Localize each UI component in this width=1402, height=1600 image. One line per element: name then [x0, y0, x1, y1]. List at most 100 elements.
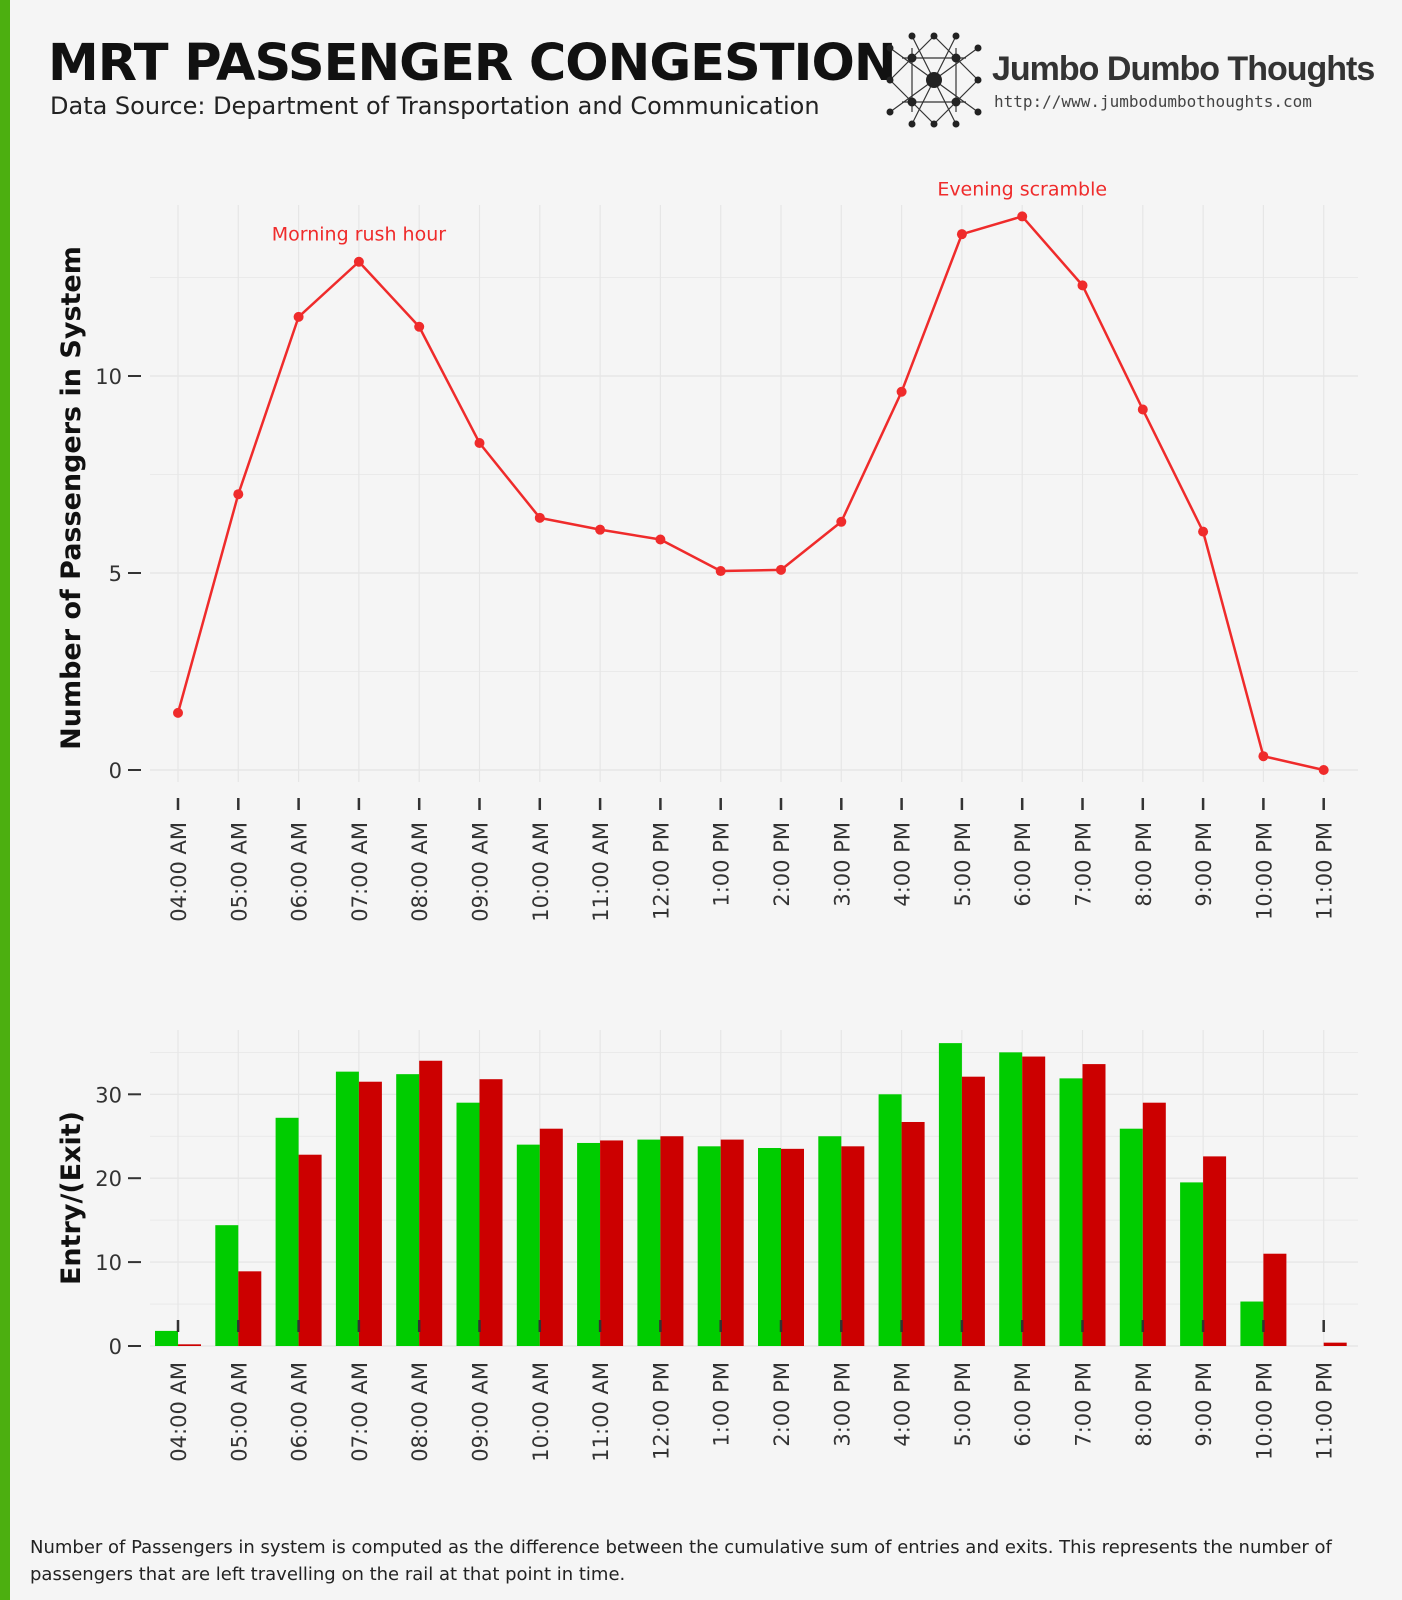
entry-bar [938, 1043, 962, 1346]
y-tick-label: 20 [95, 1167, 122, 1191]
data-point [1318, 765, 1329, 775]
entry-bar [396, 1074, 420, 1346]
exit-bar [841, 1146, 865, 1346]
data-point [595, 524, 606, 535]
exit-bar [781, 1148, 804, 1346]
brand-name: Jumbo Dumbo Thoughts [992, 50, 1375, 88]
data-point [1137, 404, 1148, 415]
x-tick-label: 05:00 AM [227, 1362, 251, 1462]
chart-subtitle: Data Source: Department of Transportatio… [50, 92, 820, 120]
x-tick-label: 08:00 AM [408, 1362, 432, 1462]
x-tick-label: 06:00 AM [288, 1362, 312, 1462]
exit-bar [178, 1344, 201, 1346]
entry-bar [335, 1071, 359, 1346]
data-point [534, 512, 545, 523]
x-tick-label: 8:00 PM [1132, 1362, 1156, 1447]
entry-bar [999, 1052, 1023, 1346]
exit-bar [539, 1128, 563, 1346]
x-tick-label: 6:00 PM [1011, 822, 1035, 907]
x-tick-label: 9:00 PM [1192, 822, 1216, 907]
bar-chart: 0 10 20 30 04:00 AM 05:00 AM 06:00 AM 07:00 AM 0… [56, 1030, 1358, 1462]
y-tick-label: 10 [95, 365, 122, 389]
exit-bar [1142, 1102, 1166, 1346]
exit-bar [419, 1060, 443, 1346]
x-tick-label: 6:00 PM [1011, 1362, 1035, 1447]
x-tick-label: 08:00 AM [408, 822, 432, 922]
x-tick-label: 5:00 PM [951, 822, 975, 907]
entry-bar [878, 1094, 902, 1346]
exit-bar [1082, 1064, 1106, 1346]
x-tick-label: 07:00 AM [348, 1362, 372, 1462]
x-tick-label: 10:00 PM [1252, 822, 1276, 920]
data-point [474, 437, 485, 448]
entry-bar [758, 1147, 781, 1346]
x-tick-label: 2:00 PM [770, 822, 794, 907]
exit-bar [298, 1154, 322, 1346]
y-tick-label: 0 [109, 759, 122, 783]
exit-bar [1263, 1253, 1287, 1346]
entry-bar [577, 1142, 601, 1346]
entry-bar [637, 1139, 661, 1346]
x-tick-label: 04:00 AM [167, 822, 191, 922]
entry-bar [215, 1225, 239, 1346]
network-dots-icon [886, 32, 982, 128]
annotation-label: Evening scramble [937, 180, 1107, 200]
entry-bar [516, 1144, 540, 1346]
exit-bar [720, 1139, 744, 1346]
exit-bar [479, 1079, 503, 1346]
entry-bar [155, 1330, 178, 1346]
x-tick-label: 12:00 PM [649, 1362, 673, 1460]
data-point [715, 566, 726, 577]
x-tick-label: 7:00 PM [1072, 822, 1096, 907]
exit-bar [600, 1140, 624, 1346]
x-tick-label: 3:00 PM [830, 822, 854, 907]
line-grid [150, 205, 1358, 782]
entry-bar [818, 1136, 842, 1346]
data-point [414, 321, 425, 332]
exit-bar [238, 1271, 262, 1346]
exit-bar [1323, 1342, 1347, 1346]
exit-bar [1022, 1056, 1046, 1346]
y-axis-label: Number of Passengers in System [56, 246, 87, 750]
x-tick-label: 09:00 AM [469, 1362, 493, 1462]
x-tick-label: 05:00 AM [227, 822, 251, 922]
x-tick-label: 11:00 AM [589, 1362, 613, 1462]
x-tick-label: 10:00 PM [1252, 1362, 1276, 1460]
chart-title: MRT PASSENGER CONGESTION [48, 34, 897, 93]
exit-bar [901, 1121, 925, 1346]
x-tick-label: 12:00 PM [649, 822, 673, 920]
data-point [1017, 211, 1028, 222]
bar-grid [150, 1030, 1358, 1347]
data-point [655, 534, 666, 545]
data-point [233, 489, 244, 500]
entry-bar [456, 1102, 480, 1346]
x-tick-label: 4:00 PM [891, 1362, 915, 1447]
data-point [1198, 526, 1209, 537]
x-tick-label: 3:00 PM [830, 1362, 854, 1447]
x-tick-label: 11:00 AM [589, 822, 613, 922]
x-tick-label: 04:00 AM [167, 1362, 191, 1462]
exit-bar [660, 1136, 684, 1346]
exit-bar [358, 1081, 382, 1346]
data-point [776, 564, 786, 575]
data-point [836, 516, 847, 527]
brand-url: http://www.jumbodumbothoughts.com [994, 92, 1312, 111]
y-tick-label: 0 [109, 1335, 122, 1359]
data-point [896, 386, 907, 397]
x-tick-label: 5:00 PM [951, 1362, 975, 1447]
y-tick-label: 30 [95, 1083, 122, 1107]
x-tick-label: 9:00 PM [1192, 1362, 1216, 1447]
x-tick-label: 11:00 PM [1313, 1362, 1337, 1460]
x-tick-label: 1:00 PM [710, 1362, 734, 1447]
data-point [956, 229, 967, 240]
y-tick-label: 10 [95, 1251, 122, 1275]
exit-bar [961, 1076, 985, 1346]
exit-bar [1203, 1156, 1227, 1346]
x-tick-label: 8:00 PM [1132, 822, 1156, 907]
series-line [176, 215, 1324, 772]
data-point [173, 707, 183, 718]
x-tick-label: 4:00 PM [891, 822, 915, 907]
entry-bar [1119, 1128, 1143, 1346]
x-tick-label: 09:00 AM [469, 822, 493, 922]
annotation-label: Morning rush hour [272, 224, 447, 246]
